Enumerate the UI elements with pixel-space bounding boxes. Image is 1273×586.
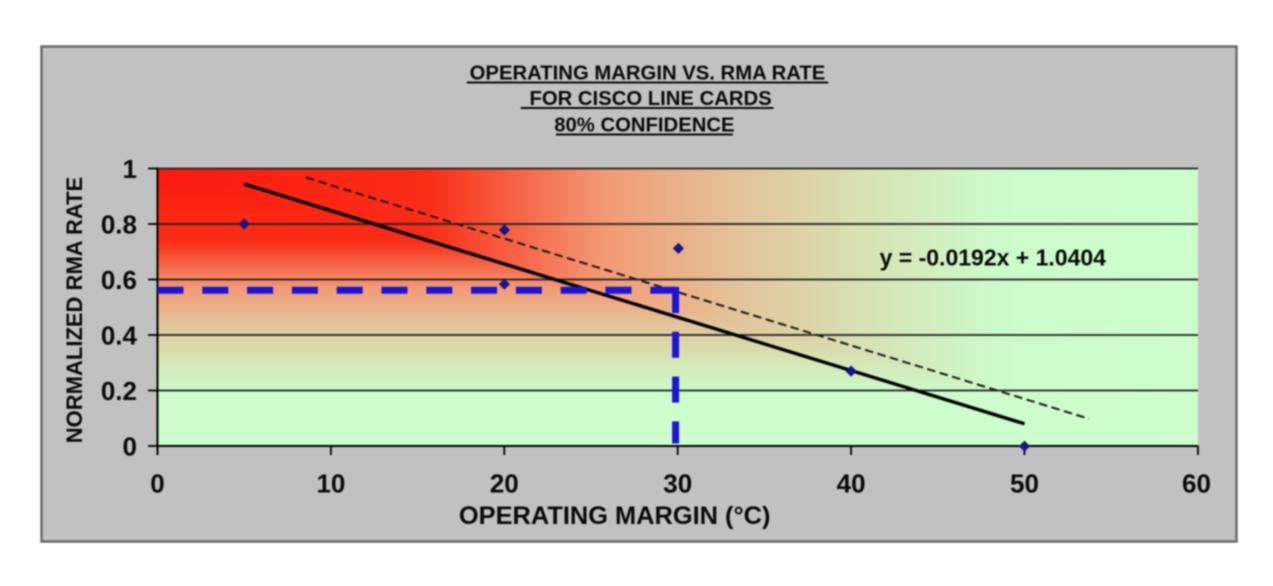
- svg-text:0: 0: [150, 469, 164, 499]
- svg-text:FOR CISCO LINE CARDS: FOR CISCO LINE CARDS: [529, 88, 771, 110]
- svg-text:OPERATING MARGIN VS. RMA RATE: OPERATING MARGIN VS. RMA RATE: [470, 62, 826, 84]
- svg-text:1: 1: [123, 154, 137, 184]
- svg-text:NORMALIZED RMA RATE: NORMALIZED RMA RATE: [62, 177, 87, 443]
- svg-text:0.2: 0.2: [101, 376, 137, 406]
- svg-text:0.4: 0.4: [101, 320, 138, 350]
- svg-text:80% CONFIDENCE: 80% CONFIDENCE: [554, 114, 734, 136]
- svg-text:50: 50: [1010, 469, 1039, 499]
- svg-text:20: 20: [490, 469, 519, 499]
- svg-text:0.8: 0.8: [101, 209, 137, 239]
- svg-text:OPERATING MARGIN (°C): OPERATING MARGIN (°C): [459, 502, 771, 530]
- svg-text:0: 0: [123, 431, 137, 461]
- svg-text:y = -0.0192x + 1.0404: y = -0.0192x + 1.0404: [880, 245, 1107, 271]
- svg-text:30: 30: [663, 469, 692, 499]
- svg-text:0.6: 0.6: [101, 265, 137, 295]
- svg-text:10: 10: [316, 469, 345, 499]
- svg-text:60: 60: [1182, 469, 1211, 499]
- svg-text:40: 40: [837, 469, 866, 499]
